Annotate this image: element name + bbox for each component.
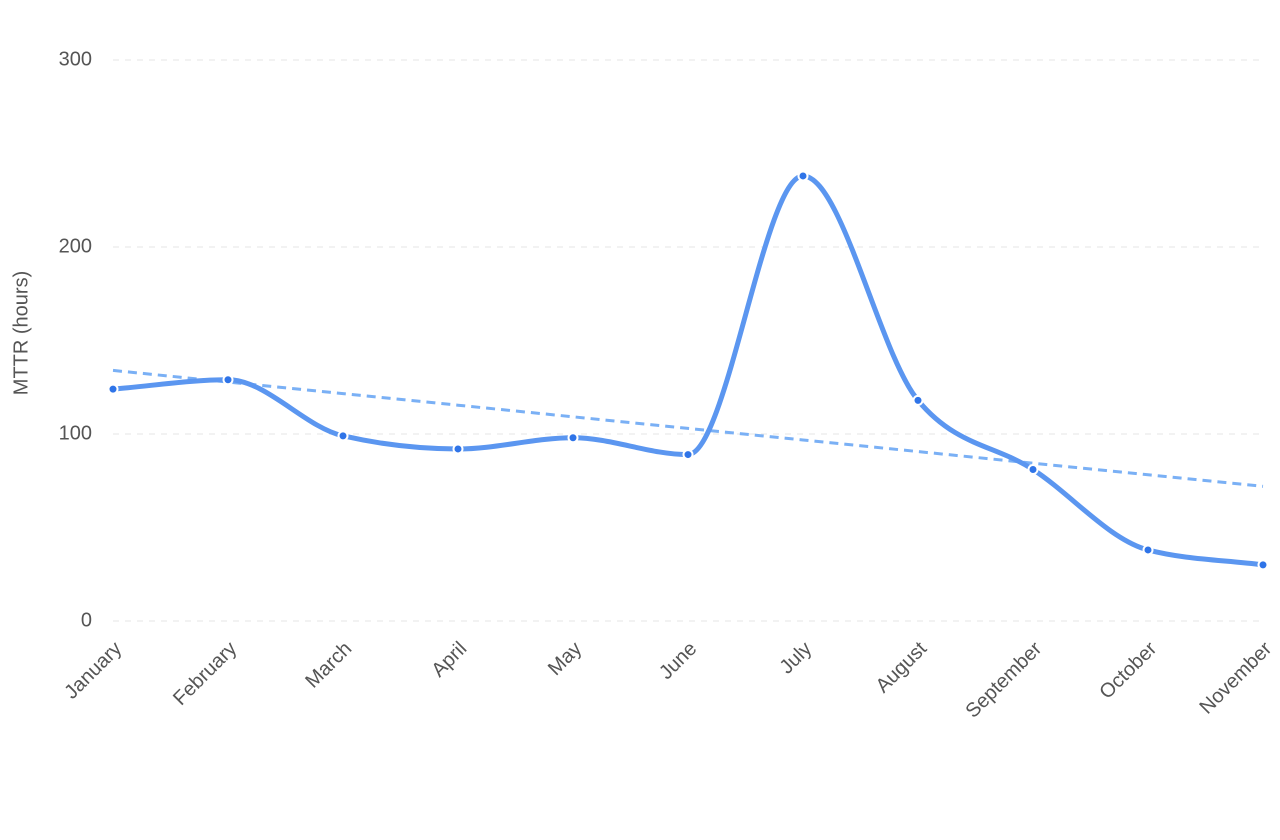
y-tick-label: 100 (59, 422, 92, 444)
trend-line (112, 368, 1264, 488)
data-point (682, 449, 694, 461)
data-point (797, 170, 809, 182)
x-tick-label: June (655, 638, 701, 684)
x-tick-label: July (776, 638, 817, 679)
data-point (1027, 464, 1039, 476)
y-tick-label: 300 (59, 48, 92, 70)
data-point (567, 432, 579, 444)
x-tick-label: May (544, 638, 586, 680)
data-point (222, 374, 234, 386)
data-point (1257, 559, 1269, 571)
y-tick-label: 0 (81, 609, 92, 631)
data-point (1142, 544, 1154, 556)
x-tick-label: January (60, 638, 126, 704)
x-tick-label: February (169, 638, 241, 710)
y-tick-label: 200 (59, 235, 92, 257)
x-tick-label: November (1195, 637, 1276, 718)
x-tick-label: August (872, 637, 932, 697)
x-tick-label: April (427, 638, 471, 682)
data-point (337, 430, 349, 442)
y-axis-label: MTTR (hours) (10, 271, 32, 395)
data-line (110, 173, 1266, 568)
x-tick-label: October (1095, 637, 1161, 703)
data-point (452, 443, 464, 455)
x-tick-label: September (962, 637, 1047, 722)
x-tick-label: March (301, 638, 356, 693)
data-point (912, 394, 924, 406)
data-point (107, 383, 119, 395)
